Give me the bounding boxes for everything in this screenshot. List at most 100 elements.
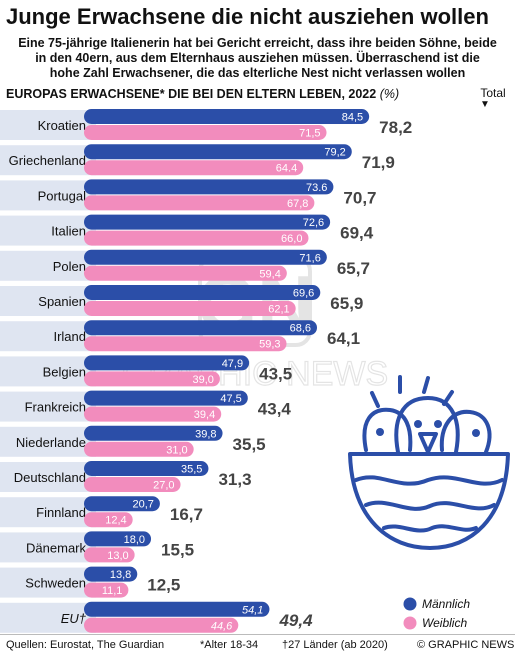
bar-female	[84, 406, 222, 422]
bar-male	[84, 179, 334, 195]
chart-heading: EUROPAS ERWACHSENE* DIE BEI DEN ELTERN L…	[6, 86, 476, 102]
legend-swatch-female	[403, 616, 417, 630]
total-value: 65,7	[337, 259, 370, 278]
footer-sources: Quellen: Eurostat, The Guardian	[6, 639, 165, 651]
bar-female	[84, 617, 239, 633]
bar-female	[84, 160, 304, 176]
category-label: Dänemark	[26, 540, 86, 555]
bar-male-label: 18,0	[124, 534, 145, 546]
category-band	[0, 145, 96, 176]
category-label: Schweden	[25, 576, 86, 591]
bar-male-label: 47,5	[220, 393, 241, 405]
category-band	[0, 180, 96, 211]
category-label: Portugal	[38, 188, 87, 203]
bird-middle-icon	[394, 396, 460, 454]
bar-female-label: 66,0	[281, 233, 302, 245]
subtitle: Eine 75-jährige Italienerin hat bei Geri…	[0, 36, 515, 81]
category-band	[0, 250, 96, 281]
bar-male	[84, 566, 138, 582]
total-value: 70,7	[343, 188, 376, 207]
category-band	[0, 356, 96, 387]
bar-female-label: 62,1	[268, 304, 289, 316]
chart-heading-unit: (%)	[379, 87, 400, 101]
category-label: Polen	[53, 259, 86, 274]
total-value: 69,4	[340, 224, 374, 243]
footer-age-note: *Alter 18-34	[200, 639, 259, 651]
eye-icon	[472, 429, 480, 437]
bird-eyes-icon	[376, 420, 480, 437]
category-band	[0, 391, 96, 422]
bar-female-label: 71,5	[299, 128, 320, 140]
bar-male	[84, 496, 160, 512]
nest-weave-icon	[354, 475, 504, 486]
bar-male-label: 39,8	[195, 428, 216, 440]
bar-female	[84, 125, 327, 140]
category-label: Irland	[53, 329, 86, 344]
category-label: Griechenland	[9, 153, 86, 168]
category-band	[0, 602, 96, 633]
category-label: Italien	[51, 224, 86, 239]
bar-male	[84, 214, 331, 230]
total-value: 35,5	[233, 435, 266, 454]
bar-male-label: 35,5	[181, 464, 202, 476]
bar-female-label: 39,0	[192, 374, 213, 386]
bar-female	[84, 547, 135, 563]
category-label: Spanien	[38, 294, 86, 309]
nest-weave-icon	[382, 524, 478, 533]
bar-female-label: 59,3	[259, 339, 280, 351]
bar-female	[84, 582, 129, 598]
legend-label-male: Männlich	[422, 597, 470, 611]
category-label: Niederlande	[16, 435, 86, 450]
category-band	[0, 110, 96, 140]
bar-male-label: 69,6	[293, 288, 314, 300]
eye-icon	[376, 428, 384, 436]
category-label: Belgien	[43, 364, 86, 379]
total-value: 31,3	[218, 470, 251, 489]
bar-male-label: 84,5	[342, 112, 363, 124]
bar-male	[84, 144, 352, 160]
category-band	[0, 532, 96, 563]
bird-left-icon	[362, 407, 413, 452]
category-band	[0, 321, 96, 352]
bar-male-label: 68,6	[290, 323, 311, 335]
bar-male-label: 73.6	[306, 182, 327, 194]
chart-heading-text: EUROPAS ERWACHSENE* DIE BEI DEN ELTERN L…	[6, 87, 377, 101]
eye-icon	[434, 420, 442, 428]
bar-female-label: 59,4	[259, 268, 280, 280]
bar-male	[84, 531, 152, 547]
bar-male	[84, 249, 327, 265]
category-label: Frankreich	[25, 400, 86, 415]
beak-icon	[418, 432, 438, 454]
legend-swatch-male	[403, 597, 417, 611]
bar-female-label: 12,4	[105, 515, 126, 527]
total-header: Total ▼	[472, 86, 514, 110]
category-label: Deutschland	[14, 470, 86, 485]
bar-female	[84, 265, 287, 281]
bar-female	[84, 477, 181, 492]
bar-male-label: 20,7	[132, 499, 153, 511]
bar-female-label: 44,6	[211, 620, 233, 632]
birds-in-nest-illustration	[348, 375, 510, 550]
bar-male	[84, 285, 321, 300]
total-value: 71,9	[362, 153, 395, 172]
bar-male	[84, 390, 248, 406]
category-label: Kroatien	[38, 118, 86, 133]
total-arrow-icon: ▼	[480, 99, 490, 110]
bar-female	[84, 301, 296, 316]
category-band	[0, 462, 96, 492]
bar-female	[84, 195, 315, 211]
total-value: 15,5	[161, 540, 194, 559]
bar-male-label: 79,2	[324, 147, 345, 159]
bar-male	[84, 601, 270, 617]
bar-female-label: 39,4	[194, 409, 215, 421]
bar-male	[84, 320, 318, 336]
bar-female-label: 13,0	[107, 550, 128, 562]
page-title: Junge Erwachsene die nicht ausziehen wol…	[6, 4, 489, 29]
bar-female-label: 27,0	[153, 480, 174, 492]
bar-female	[84, 371, 220, 387]
legend: Männlich Weiblich	[403, 597, 470, 630]
bar-male	[84, 355, 250, 371]
category-label: Finnland	[36, 505, 86, 520]
legend-label-female: Weiblich	[422, 616, 467, 630]
